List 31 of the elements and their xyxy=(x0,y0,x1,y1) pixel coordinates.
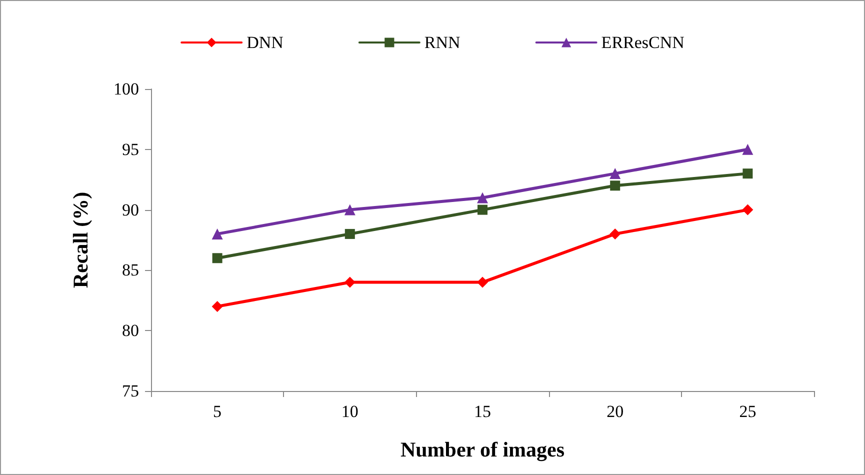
x-tick-label: 5 xyxy=(213,402,222,421)
point xyxy=(477,192,488,204)
point xyxy=(212,300,223,312)
y-tick-label: 85 xyxy=(122,260,139,280)
point xyxy=(478,204,488,215)
y-axis-title: Recall (%) xyxy=(68,192,92,288)
point xyxy=(610,180,620,191)
point xyxy=(212,253,222,264)
x-axis-title: Number of images xyxy=(400,438,565,462)
legend-label: ERResCNN xyxy=(601,33,684,52)
point xyxy=(610,228,621,240)
x-tick-label: 15 xyxy=(474,402,491,421)
x-tick-label: 20 xyxy=(606,402,624,421)
y-tick-label: 95 xyxy=(122,140,139,159)
x-tick-label: 10 xyxy=(341,402,358,421)
point xyxy=(344,276,356,288)
point xyxy=(344,228,355,239)
point xyxy=(477,276,488,288)
point xyxy=(742,168,753,179)
point xyxy=(344,204,356,216)
point xyxy=(742,144,754,155)
y-tick-label: 80 xyxy=(122,321,139,340)
legend-label: RNN xyxy=(424,33,460,52)
legend-label: DNN xyxy=(246,33,284,52)
point xyxy=(212,228,223,240)
y-tick-label: 100 xyxy=(114,80,139,98)
point xyxy=(610,168,621,180)
y-tick-label: 75 xyxy=(122,382,139,400)
point xyxy=(742,204,754,216)
y-tick-label: 90 xyxy=(122,200,139,220)
x-tick-label: 25 xyxy=(739,402,756,421)
